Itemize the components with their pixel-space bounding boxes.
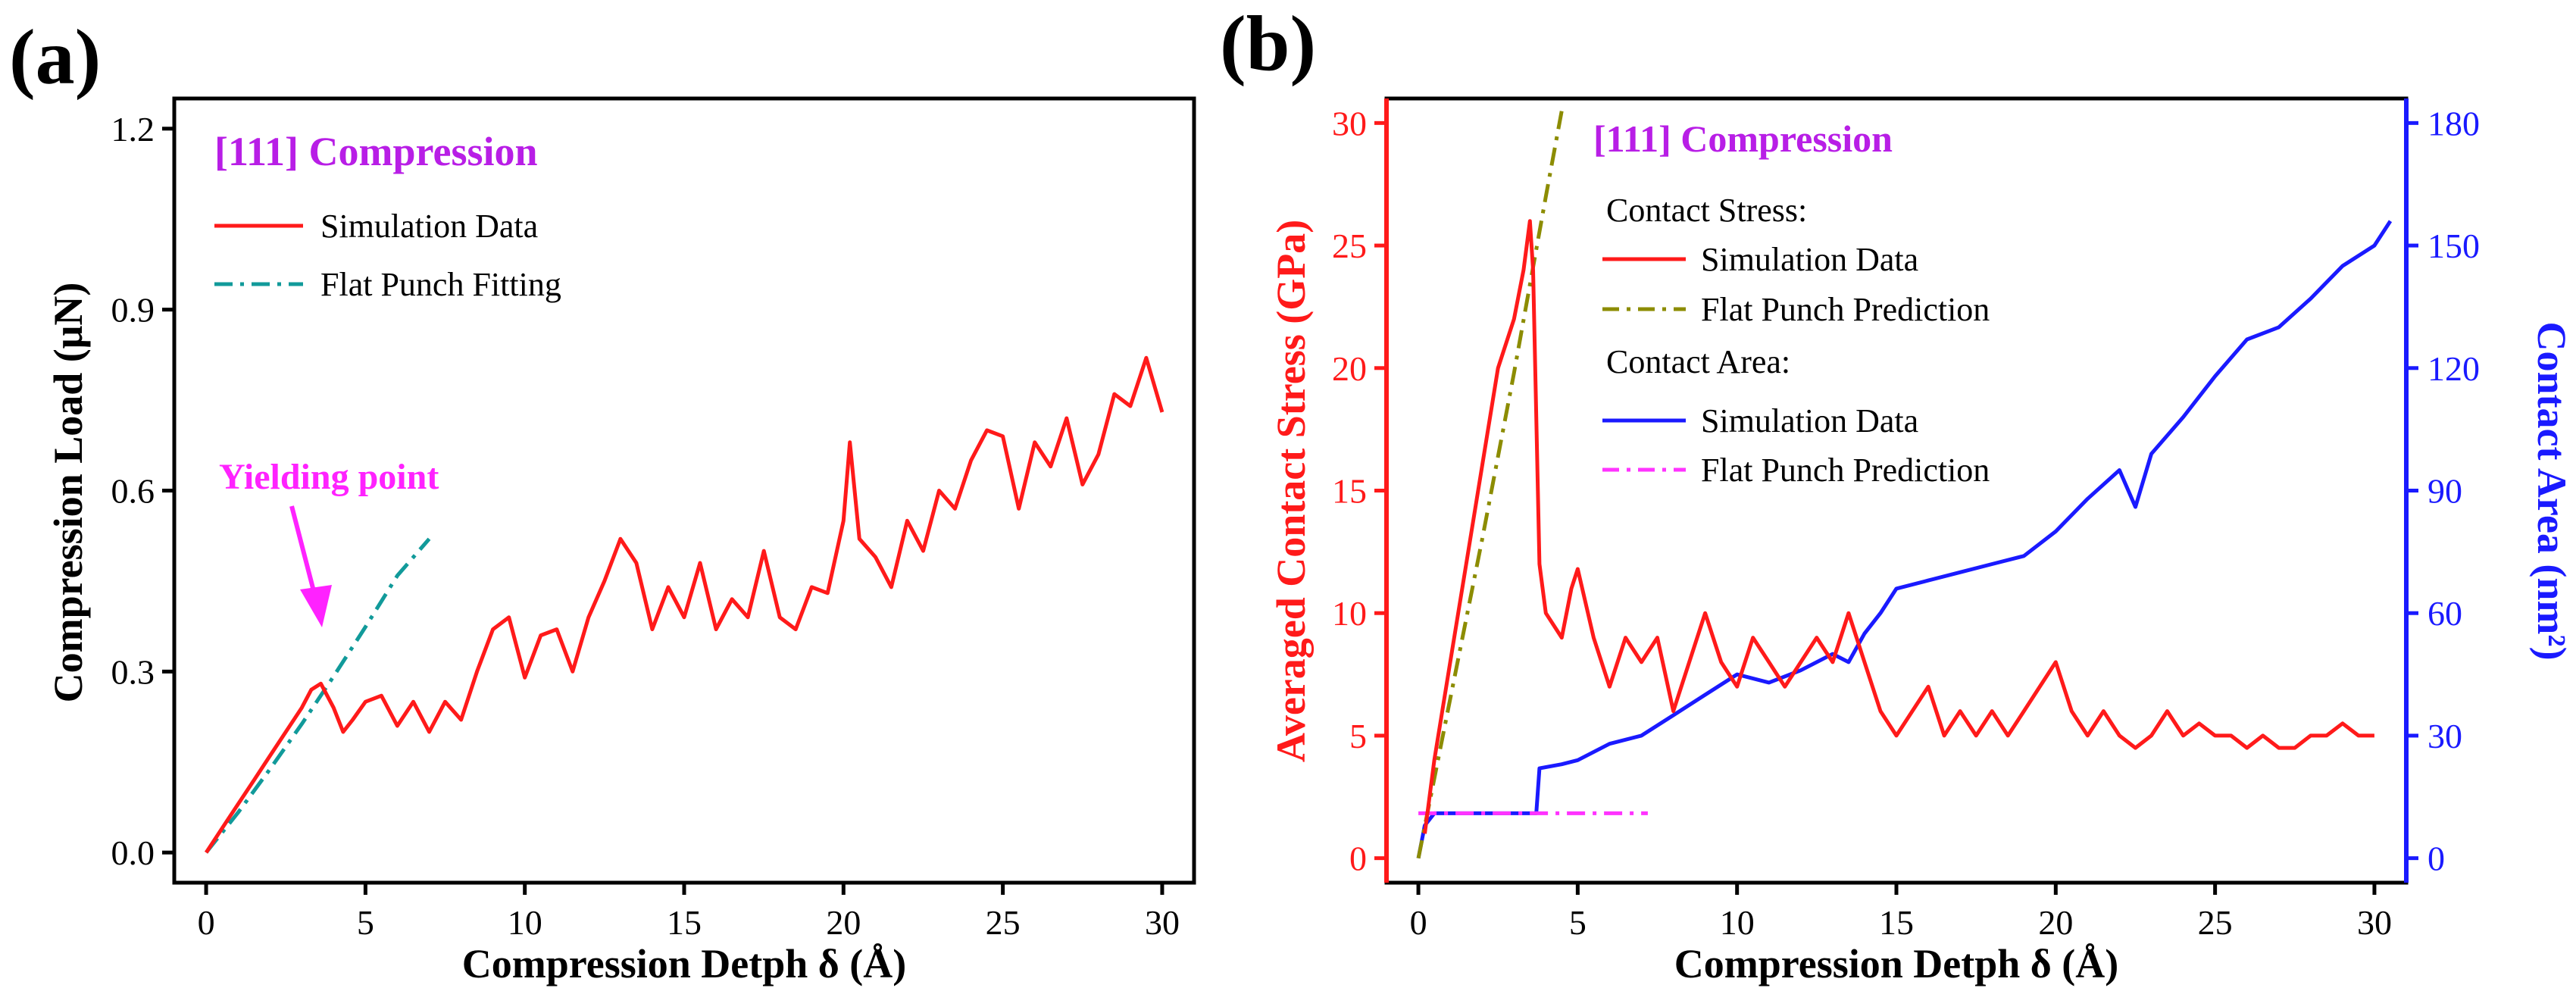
legend-label-flat-punch-fitting: Flat Punch Fitting — [320, 266, 561, 303]
legend-item-flat-punch-fitting: Flat Punch Fitting — [214, 266, 561, 303]
panel-a-y-tick-label: 0.9 — [111, 291, 155, 330]
legend-item-area-flat-punch-prediction: Flat Punch Prediction — [1602, 452, 1990, 489]
legend-item-simulation-data: Simulation Data — [214, 208, 538, 245]
panel-b-x-tick-label: 15 — [1879, 903, 1914, 942]
series-flat-punch-fitting — [205, 537, 431, 854]
panel-b-left-y-tick-label: 0 — [1349, 839, 1367, 878]
panel-b-right-y-axis-label: Contact Area (nm²) — [2529, 321, 2574, 660]
panel-a-ticks: 0 5 10 15 20 25 30 0.0 0.3 0.6 0.9 1.2 — [111, 110, 1180, 942]
panel-a-y-tick-label: 0.0 — [111, 833, 155, 872]
panel-a-title: [111] Compression — [214, 129, 538, 174]
panel-label-a: (a) — [9, 14, 101, 101]
panel-b-right-y-tick-label: 0 — [2428, 839, 2445, 878]
legend-label-area-simulation-data: Simulation Data — [1701, 402, 1918, 439]
panel-a-x-tick-label: 20 — [826, 903, 861, 942]
panel-b-x-axis-label: Compression Detph δ (Å) — [1674, 941, 2119, 986]
panel-a-y-tick-label: 1.2 — [111, 110, 155, 149]
panel-b-series — [1416, 110, 2393, 859]
legend-group-contact-area: Contact Area: — [1606, 343, 1790, 380]
panel-b-right-y-tick-label: 60 — [2428, 594, 2462, 633]
panel-b-left-y-tick-label: 20 — [1332, 349, 1367, 388]
panel-b-left-y-tick-label: 25 — [1332, 227, 1367, 265]
panel-b-x-tick-label: 20 — [2038, 903, 2073, 942]
panel-a-x-tick-label: 30 — [1145, 903, 1180, 942]
panel-b-right-y-tick-label: 90 — [2428, 472, 2462, 511]
panel-b-right-y-tick-label: 180 — [2428, 104, 2480, 142]
legend-item-stress-simulation-data: Simulation Data — [1602, 241, 1918, 278]
panel-label-b: (b) — [1220, 0, 1316, 87]
series-area-simulation-data — [1416, 220, 2393, 859]
panel-a-y-axis-label: Compression Load (μN) — [45, 283, 91, 703]
panel-a-x-tick-label: 25 — [986, 903, 1021, 942]
yielding-point-arrow-head — [300, 585, 332, 627]
yielding-point-annotation: Yielding point — [219, 457, 439, 627]
legend-item-area-simulation-data: Simulation Data — [1602, 402, 1918, 439]
panel-a-x-tick-label: 15 — [667, 903, 702, 942]
panel-b-right-y-tick-label: 150 — [2428, 227, 2480, 265]
legend-group-contact-stress: Contact Stress: — [1606, 192, 1807, 229]
legend-label-stress-flat-punch-prediction: Flat Punch Prediction — [1701, 291, 1990, 328]
series-stress-flat-punch-prediction — [1416, 110, 1564, 859]
panel-b-ticks: 0 5 10 15 20 25 30 0 5 10 15 20 25 30 0 30 60 90 120 150 180 — [1332, 104, 2480, 942]
panel-b-left-y-tick-label: 30 — [1332, 104, 1367, 142]
panel-b-left-y-axis-label: Averaged Contact Stress (GPa) — [1268, 220, 1314, 762]
panel-a-x-axis-label: Compression Detph δ (Å) — [462, 941, 907, 986]
panel-b-x-tick-label: 25 — [2198, 903, 2233, 942]
panel-a-x-tick-label: 0 — [198, 903, 215, 942]
legend-item-stress-flat-punch-prediction: Flat Punch Prediction — [1602, 291, 1990, 328]
panel-b-title: [111] Compression — [1593, 117, 1893, 160]
panel-a-y-tick-label: 0.3 — [111, 652, 155, 691]
panel-b-x-tick-label: 10 — [1720, 903, 1755, 942]
panel-b: (b) 0 5 10 15 20 25 30 0 5 10 15 20 25 30 0 30 60 90 120 15… — [1220, 0, 2574, 986]
panel-a: (a) 0 5 10 15 20 25 30 0.0 0.3 0.6 0.9 1.2 [111] Co… — [9, 14, 1196, 986]
legend-label-simulation-data: Simulation Data — [320, 208, 538, 245]
panel-b-right-y-tick-label: 30 — [2428, 717, 2462, 755]
yielding-point-label: Yielding point — [219, 457, 439, 497]
panel-b-x-tick-label: 5 — [1569, 903, 1587, 942]
panel-a-y-tick-label: 0.6 — [111, 472, 155, 511]
series-simulation-data — [205, 355, 1165, 854]
panel-a-series — [205, 355, 1165, 854]
yielding-point-arrow-shaft — [289, 505, 316, 592]
panel-a-plot-frame — [172, 96, 1196, 885]
panel-a-x-tick-label: 10 — [508, 903, 542, 942]
panel-b-legend: Contact Stress: Simulation Data Flat Pun… — [1602, 192, 1990, 489]
panel-b-left-y-tick-label: 15 — [1332, 472, 1367, 511]
panel-b-x-tick-label: 30 — [2357, 903, 2392, 942]
panel-b-left-y-tick-label: 5 — [1349, 717, 1367, 755]
panel-b-left-y-tick-label: 10 — [1332, 594, 1367, 633]
legend-label-stress-simulation-data: Simulation Data — [1701, 241, 1918, 278]
panel-b-x-tick-label: 0 — [1410, 903, 1427, 942]
panel-a-legend: Simulation Data Flat Punch Fitting — [214, 208, 561, 303]
panel-b-right-y-tick-label: 120 — [2428, 349, 2480, 388]
panel-a-x-tick-label: 5 — [357, 903, 374, 942]
series-stress-simulation-data — [1423, 219, 2374, 834]
legend-label-area-flat-punch-prediction: Flat Punch Prediction — [1701, 452, 1990, 489]
